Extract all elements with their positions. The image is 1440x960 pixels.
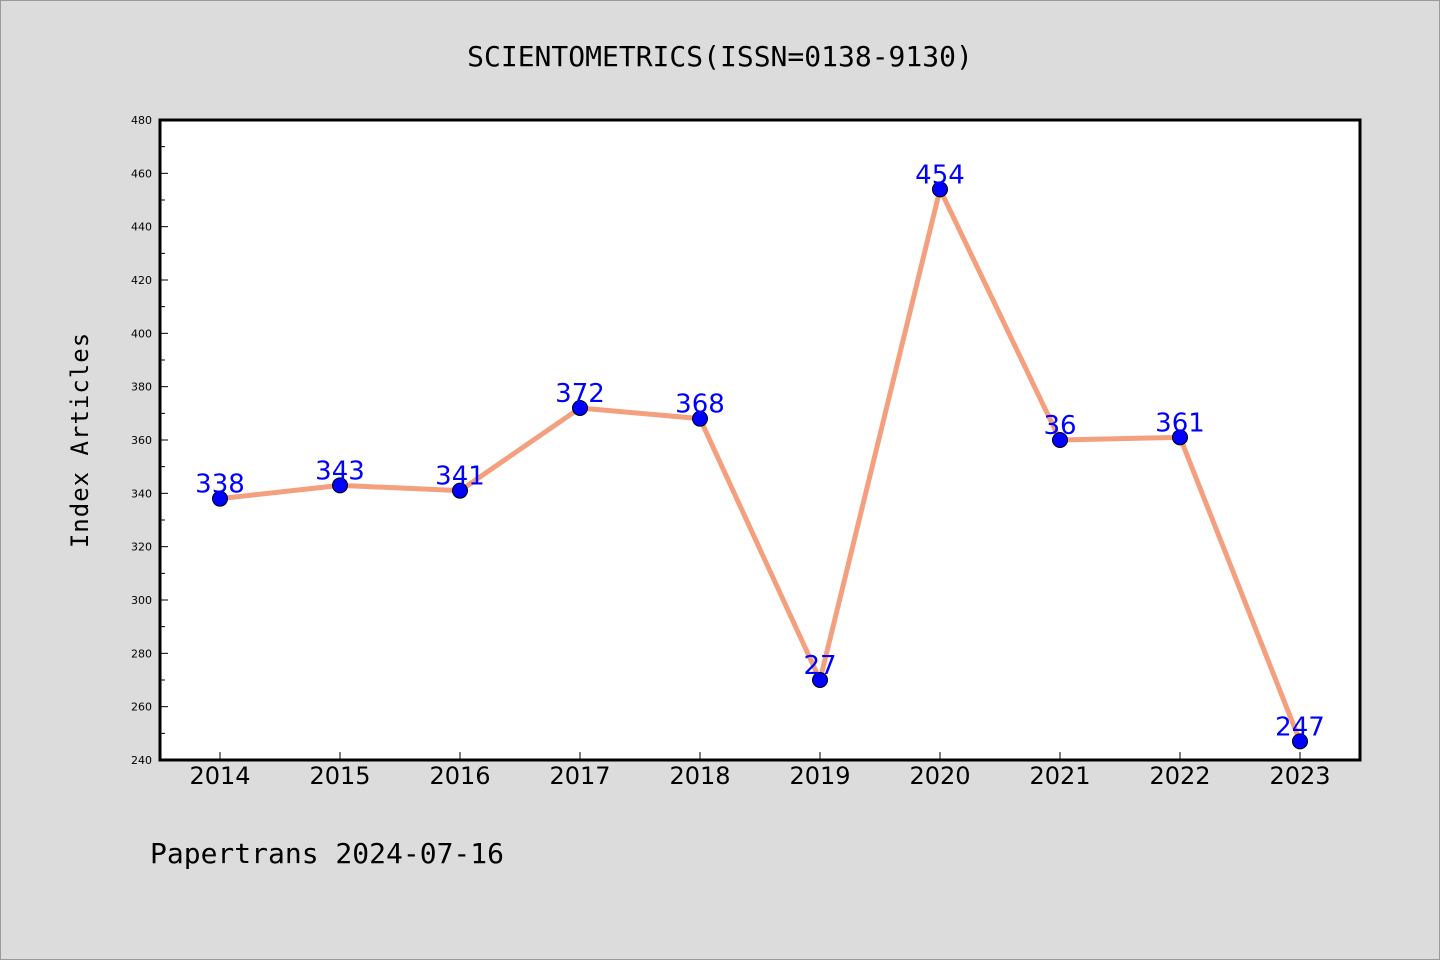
y-tick-label: 380 [131, 381, 152, 394]
data-point [932, 181, 948, 198]
data-label: 454 [915, 160, 965, 190]
plot-border [158, 118, 1362, 762]
x-tick-label: 2023 [1269, 762, 1330, 790]
data-label: 372 [555, 379, 605, 409]
data-point [332, 477, 348, 494]
data-label: 338 [195, 470, 245, 500]
x-tick-label: 2016 [429, 762, 490, 790]
data-label: 36 [1043, 411, 1076, 441]
y-tick-label: 260 [131, 701, 152, 714]
data-labels: 338 343 341 372 368 27 454 36 361 247 [195, 160, 1325, 742]
x-tick-label: 2018 [669, 762, 730, 790]
y-tick-label: 440 [131, 221, 152, 234]
y-axis-label: Index Articles [66, 332, 94, 548]
x-tick-label: 2020 [909, 762, 970, 790]
data-label: 343 [315, 456, 365, 486]
x-tick-label: 2022 [1149, 762, 1210, 790]
data-point [1052, 432, 1068, 448]
data-point [1172, 429, 1188, 446]
x-tick-label: 2014 [189, 762, 250, 790]
y-tick-label: 360 [131, 434, 152, 447]
series-line [217, 186, 1303, 744]
x-tick-label: 2019 [789, 762, 850, 790]
y-tick-label: 320 [131, 541, 152, 554]
x-tick-label: 2021 [1029, 762, 1090, 790]
data-point [812, 672, 828, 688]
y-tick-label: 240 [131, 754, 152, 767]
data-label: 247 [1275, 712, 1325, 742]
data-label: 27 [803, 651, 836, 681]
data-point [212, 490, 228, 507]
data-label: 361 [1155, 408, 1205, 438]
x-axis-ticks: 2014 2015 2016 2017 2018 2019 2020 2021 2022 2023 [189, 752, 1331, 790]
data-point [1292, 733, 1308, 750]
y-tick-label: 340 [131, 487, 152, 500]
footer-credit: Papertrans 2024-07-16 [150, 837, 504, 870]
x-tick-label: 2015 [309, 762, 370, 790]
data-markers [212, 181, 1308, 750]
data-point [452, 482, 468, 499]
y-tick-label: 480 [131, 114, 152, 127]
y-tick-label: 400 [131, 327, 152, 340]
data-label: 341 [435, 462, 485, 492]
data-label: 368 [675, 390, 725, 420]
data-point [692, 410, 708, 427]
y-tick-label: 420 [131, 274, 152, 287]
series-layer [217, 186, 1303, 744]
y-tick-label: 280 [131, 647, 152, 660]
data-point [572, 400, 588, 416]
x-tick-label: 2017 [549, 762, 610, 790]
y-tick-label: 300 [131, 594, 152, 607]
chart-title: SCIENTOMETRICS(ISSN=0138-9130) [467, 40, 973, 73]
y-tick-label: 460 [131, 167, 152, 180]
